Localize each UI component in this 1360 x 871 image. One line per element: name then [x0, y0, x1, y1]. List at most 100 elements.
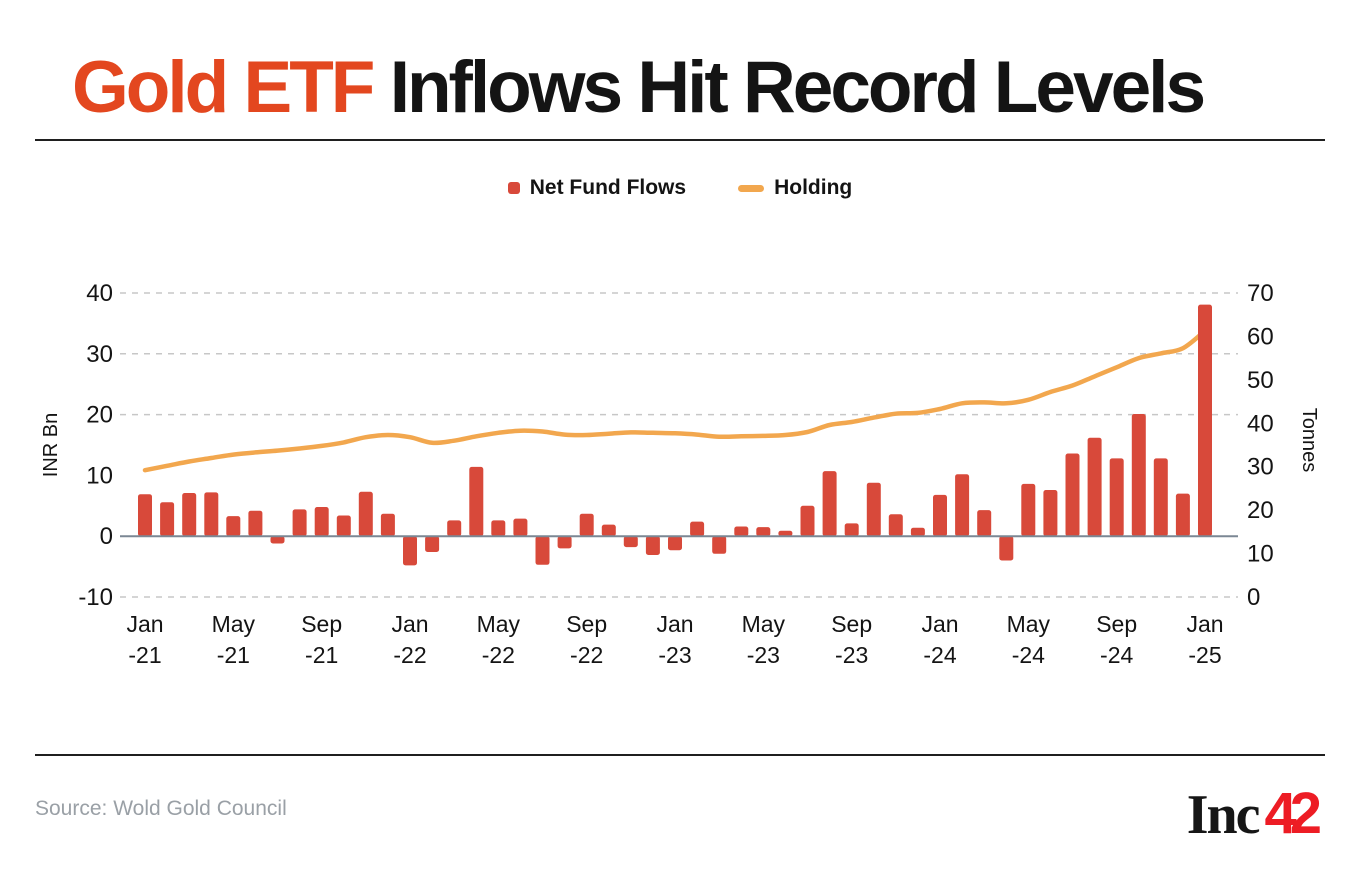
- bar-Feb-21: [160, 502, 175, 537]
- bar-Dec-24: [1175, 493, 1190, 537]
- bar-Feb-22: [425, 536, 440, 552]
- left-tick-20: 20: [86, 402, 113, 429]
- bar-May-22: [491, 520, 506, 537]
- x-tick-year-Jan-21: -21: [128, 642, 161, 668]
- right-tick-10: 10: [1247, 541, 1274, 568]
- right-tick-0: 0: [1247, 584, 1260, 611]
- bar-Nov-21: [358, 491, 373, 537]
- bar-Oct-24: [1131, 414, 1146, 537]
- left-tick-0: 0: [100, 523, 113, 550]
- bar-Jan-25: [1198, 304, 1212, 537]
- bar-Oct-23: [866, 482, 881, 537]
- bar-Nov-23: [888, 514, 903, 537]
- bar-Aug-24: [1087, 437, 1102, 537]
- bar-Sep-22: [579, 513, 594, 537]
- inc42-logo: Inc 42: [1187, 780, 1322, 847]
- x-tick-month-Sep-21: Sep: [301, 611, 342, 637]
- right-tick-30: 30: [1247, 454, 1274, 481]
- bar-Sep-21: [314, 507, 329, 537]
- bar-Dec-21: [380, 513, 395, 537]
- left-tick--10: -10: [78, 584, 113, 611]
- left-tick-40: 40: [86, 280, 113, 307]
- source-text: Source: Wold Gold Council: [35, 797, 287, 820]
- left-tick-10: 10: [86, 462, 113, 489]
- bar-Aug-22: [557, 536, 572, 549]
- bar-Feb-23: [690, 521, 705, 537]
- footer-divider: [35, 754, 1325, 756]
- bar-Dec-23: [910, 527, 925, 537]
- title-highlight: Gold ETF: [72, 47, 375, 128]
- right-tick-60: 60: [1247, 323, 1274, 350]
- bar-Jul-24: [1065, 453, 1080, 537]
- legend-item-net-fund-flows: Net Fund Flows: [507, 176, 687, 200]
- right-tick-20: 20: [1247, 497, 1274, 524]
- bar-Apr-22: [469, 466, 484, 537]
- inc42-logo-red-part: 42: [1264, 781, 1321, 846]
- bar-Jun-24: [1043, 490, 1058, 537]
- x-tick-year-Sep-21: -21: [305, 642, 338, 668]
- x-tick-month-May-22: May: [477, 611, 521, 637]
- bar-Oct-21: [336, 515, 351, 537]
- legend-item-holding: Holding: [738, 176, 852, 200]
- bar-Mar-22: [447, 520, 462, 537]
- bar-Jan-21: [138, 494, 152, 537]
- x-tick-month-Jan-24: Jan: [921, 611, 958, 637]
- bar-Jan-24: [933, 494, 947, 537]
- bar-May-23: [756, 527, 771, 537]
- bar-Apr-23: [734, 526, 749, 537]
- bar-Mar-21: [182, 493, 197, 537]
- legend-label-net-fund-flows: Net Fund Flows: [529, 176, 687, 199]
- legend-bar-marker-icon: [507, 182, 520, 194]
- left-tick-30: 30: [86, 341, 113, 368]
- x-tick-month-Jan-21: Jan: [126, 611, 163, 637]
- right-tick-50: 50: [1247, 367, 1274, 394]
- bar-May-24: [1021, 483, 1036, 537]
- x-tick-month-Jan-23: Jan: [656, 611, 693, 637]
- bar-Jun-23: [778, 530, 793, 537]
- right-tick-40: 40: [1247, 410, 1274, 437]
- x-tick-month-May-23: May: [742, 611, 786, 637]
- bar-Aug-21: [292, 509, 307, 537]
- x-tick-month-Jan-22: Jan: [391, 611, 428, 637]
- bar-Apr-24: [999, 536, 1014, 561]
- x-tick-year-May-22: -22: [482, 642, 515, 668]
- chart-legend: Net Fund Flows Holding: [0, 176, 1360, 200]
- bar-Jan-22: [403, 536, 417, 566]
- x-tick-month-Sep-22: Sep: [566, 611, 607, 637]
- x-tick-month-May-21: May: [212, 611, 256, 637]
- bar-Sep-24: [1109, 458, 1124, 537]
- bar-Oct-22: [601, 524, 616, 537]
- chart-canvas: 40 30 20 10 0 -10 70 60 50 40 30 20 10 0 Jan -21 May -21 S…: [40, 280, 1320, 668]
- x-tick-year-Sep-23: -23: [835, 642, 868, 668]
- x-tick-month-Jan-25: Jan: [1186, 611, 1223, 637]
- x-tick-month-Sep-23: Sep: [831, 611, 872, 637]
- x-tick-year-Sep-24: -24: [1100, 642, 1133, 668]
- bar-Mar-24: [977, 510, 992, 537]
- x-tick-year-May-23: -23: [747, 642, 780, 668]
- left-axis-title: INR Bn: [40, 413, 62, 477]
- bar-Nov-22: [623, 536, 638, 548]
- x-tick-year-Jan-25: -25: [1188, 642, 1221, 668]
- page-title: Gold ETF Inflows Hit Record Levels: [72, 47, 1206, 128]
- x-tick-month-Sep-24: Sep: [1096, 611, 1137, 637]
- legend-label-holding: Holding: [774, 176, 853, 199]
- bar-Sep-23: [844, 523, 859, 537]
- right-axis-title: Tonnes: [1298, 408, 1320, 473]
- bar-Mar-23: [712, 536, 727, 554]
- right-tick-70: 70: [1247, 280, 1274, 307]
- bar-Jan-23: [668, 536, 682, 551]
- bar-Jul-23: [800, 505, 815, 537]
- x-tick-month-May-24: May: [1007, 611, 1051, 637]
- legend-line-marker-icon: [738, 184, 765, 192]
- bar-Jun-22: [513, 518, 528, 537]
- bar-Jun-21: [248, 510, 263, 537]
- x-tick-year-Sep-22: -22: [570, 642, 603, 668]
- bar-Aug-23: [822, 471, 837, 537]
- bar-Jul-21: [270, 536, 285, 544]
- x-tick-year-Jan-22: -22: [393, 642, 426, 668]
- bar-May-21: [226, 516, 241, 537]
- bar-Dec-22: [645, 536, 660, 555]
- bar-Feb-24: [955, 474, 970, 537]
- bar-Jul-22: [535, 536, 550, 565]
